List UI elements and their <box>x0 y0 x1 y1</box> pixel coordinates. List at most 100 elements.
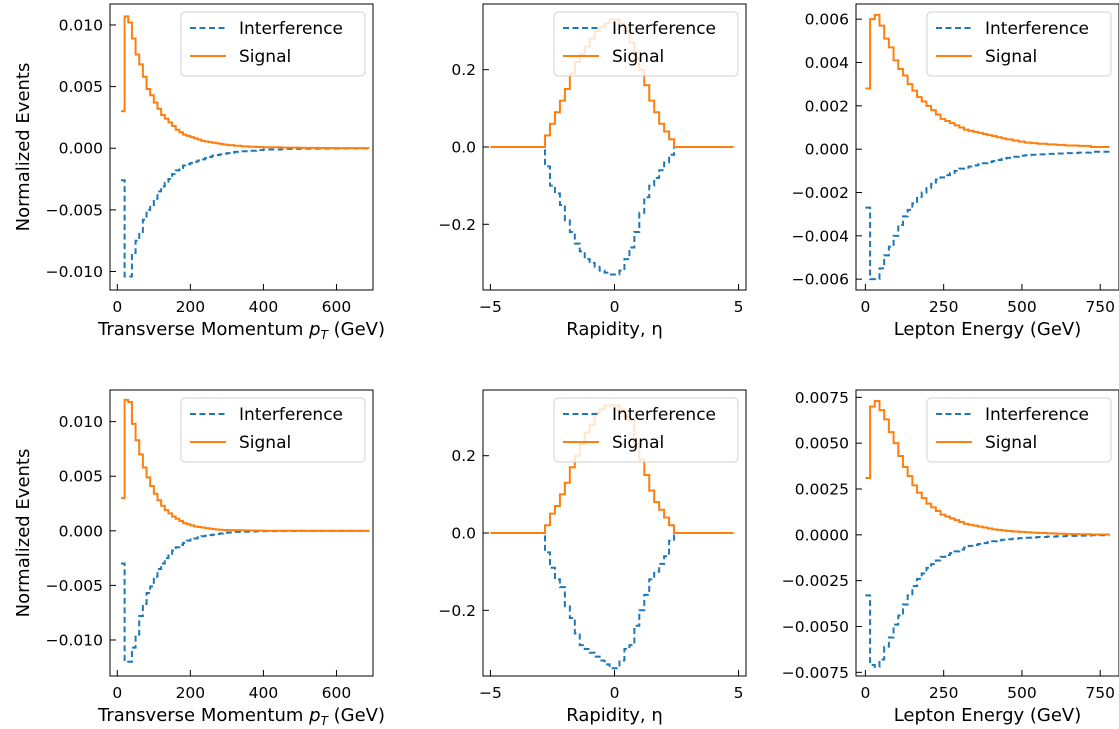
interference-series-line <box>120 529 370 663</box>
x-tick-label: 600 <box>322 684 352 702</box>
signal-series-line <box>865 13 1110 148</box>
panel-4: 0 200 400 600 −0.010 −0.005 0.000 0.005 0.010 Tra… <box>13 389 385 728</box>
x-tick-label: −5 <box>479 298 502 316</box>
y-tick-label: −0.0075 <box>782 664 849 682</box>
x-tick-label: 0 <box>610 684 620 702</box>
interference-series-line <box>865 150 1110 281</box>
y-tick-label: −0.005 <box>46 577 103 595</box>
legend: Interference Signal <box>180 11 366 77</box>
legend: Interference Signal <box>553 397 739 463</box>
y-tick-label: 0.000 <box>59 140 103 158</box>
axes-frame <box>855 3 1119 291</box>
x-tick-label: 200 <box>176 298 206 316</box>
axes-frame <box>109 3 374 291</box>
legend-entry-label: Signal <box>612 433 664 453</box>
y-tick-label: 0.0000 <box>795 526 849 544</box>
y-tick-label: 0.2 <box>451 447 476 465</box>
panel-6: 0 250 500 750 −0.0075 −0.0050 −0.0025 0.0000 0.0… <box>782 389 1119 726</box>
y-tick-label: −0.005 <box>46 201 103 219</box>
legend-entry-label: Signal <box>612 47 664 67</box>
x-axis-label: Rapidity, η <box>566 319 663 340</box>
y-tick-label: −0.0050 <box>782 618 849 636</box>
x-axis-label: Rapidity, η <box>566 705 663 726</box>
y-tick-label: 0.010 <box>59 413 103 431</box>
x-tick-label: 600 <box>322 298 352 316</box>
panel-2: −5 0 5 −0.2 0.0 0.2 Rapidity, η Interference Sig… <box>438 3 747 340</box>
y-tick-label: −0.2 <box>438 602 476 620</box>
legend: Interference Signal <box>553 11 739 77</box>
y-tick-label: 0.0025 <box>795 481 849 499</box>
legend-entry-label: Interference <box>985 405 1089 425</box>
x-tick-label: 250 <box>929 298 959 316</box>
y-tick-label: −0.010 <box>46 263 103 281</box>
x-tick-label: 750 <box>1085 684 1115 702</box>
y-tick-label: 0.0 <box>451 525 476 543</box>
x-tick-label: 0 <box>860 298 870 316</box>
y-tick-label: −0.002 <box>792 184 849 202</box>
y-tick-label: −0.004 <box>792 227 849 245</box>
interference-series-line <box>490 146 734 276</box>
y-tick-label: 0.010 <box>59 16 103 34</box>
x-tick-label: 500 <box>1007 298 1037 316</box>
y-tick-label: 0.005 <box>59 78 103 96</box>
legend-entry-label: Signal <box>985 47 1037 67</box>
legend: Interference Signal <box>926 11 1112 77</box>
legend-box <box>180 11 366 77</box>
y-tick-label: −0.2 <box>438 216 476 234</box>
x-tick-label: 500 <box>1007 684 1037 702</box>
legend: Interference Signal <box>926 397 1112 463</box>
legend-box <box>926 397 1112 463</box>
y-tick-label: 0.004 <box>805 54 849 72</box>
y-tick-label: −0.0025 <box>782 572 849 590</box>
legend-entry-label: Signal <box>239 47 291 67</box>
x-tick-label: 0 <box>112 684 122 702</box>
axes-frame <box>109 389 374 677</box>
x-tick-label: 750 <box>1085 298 1115 316</box>
y-tick-label: 0.0050 <box>795 435 849 453</box>
y-tick-label: 0.2 <box>451 61 476 79</box>
y-tick-label: 0.002 <box>805 97 849 115</box>
legend-box <box>553 397 739 463</box>
interference-series-line <box>865 534 1110 668</box>
legend-box <box>180 397 366 463</box>
y-axis-label: Normalized Events <box>13 63 34 232</box>
y-tick-label: −0.010 <box>46 631 103 649</box>
x-tick-label: 400 <box>249 684 279 702</box>
y-tick-label: 0.006 <box>805 11 849 29</box>
legend-entry-label: Signal <box>239 433 291 453</box>
x-tick-label: 250 <box>929 684 959 702</box>
interference-series-line <box>490 532 734 670</box>
panel-5: −5 0 5 −0.2 0.0 0.2 Rapidity, η Interference Sig… <box>438 389 747 726</box>
y-tick-label: 0.000 <box>59 522 103 540</box>
x-axis-label: Transverse Momentum pT (GeV) <box>97 705 385 728</box>
x-tick-label: 0 <box>610 298 620 316</box>
signal-series-line <box>865 400 1110 536</box>
x-tick-label: 5 <box>734 684 744 702</box>
legend: Interference Signal <box>180 397 366 463</box>
y-tick-label: 0.0075 <box>795 389 849 407</box>
legend-entry-label: Interference <box>985 19 1089 39</box>
legend-entry-label: Interference <box>239 19 343 39</box>
legend-entry-label: Signal <box>985 433 1037 453</box>
y-tick-label: 0.000 <box>805 141 849 159</box>
y-tick-label: 0.0 <box>451 139 476 157</box>
panel-1: 0 200 400 600 −0.010 −0.005 0.000 0.005 0.010 Tra… <box>13 3 385 342</box>
x-axis-label: Lepton Energy (GeV) <box>894 705 1082 726</box>
legend-entry-label: Interference <box>612 405 716 425</box>
legend-entry-label: Interference <box>612 19 716 39</box>
signal-series-line <box>120 15 370 150</box>
signal-series-line <box>120 398 370 532</box>
legend-box <box>926 11 1112 77</box>
panel-3: 0 250 500 750 −0.006 −0.004 −0.002 0.000 0.002 0.… <box>792 3 1119 340</box>
x-tick-label: 200 <box>176 684 206 702</box>
y-tick-label: 0.005 <box>59 468 103 486</box>
x-tick-label: 0 <box>112 298 122 316</box>
y-tick-label: −0.006 <box>792 271 849 289</box>
x-tick-label: 0 <box>860 684 870 702</box>
x-axis-label: Transverse Momentum pT (GeV) <box>97 319 385 342</box>
legend-box <box>553 11 739 77</box>
x-tick-label: 5 <box>734 298 744 316</box>
y-axis-label: Normalized Events <box>13 449 34 618</box>
legend-entry-label: Interference <box>239 405 343 425</box>
interference-series-line <box>120 147 370 278</box>
